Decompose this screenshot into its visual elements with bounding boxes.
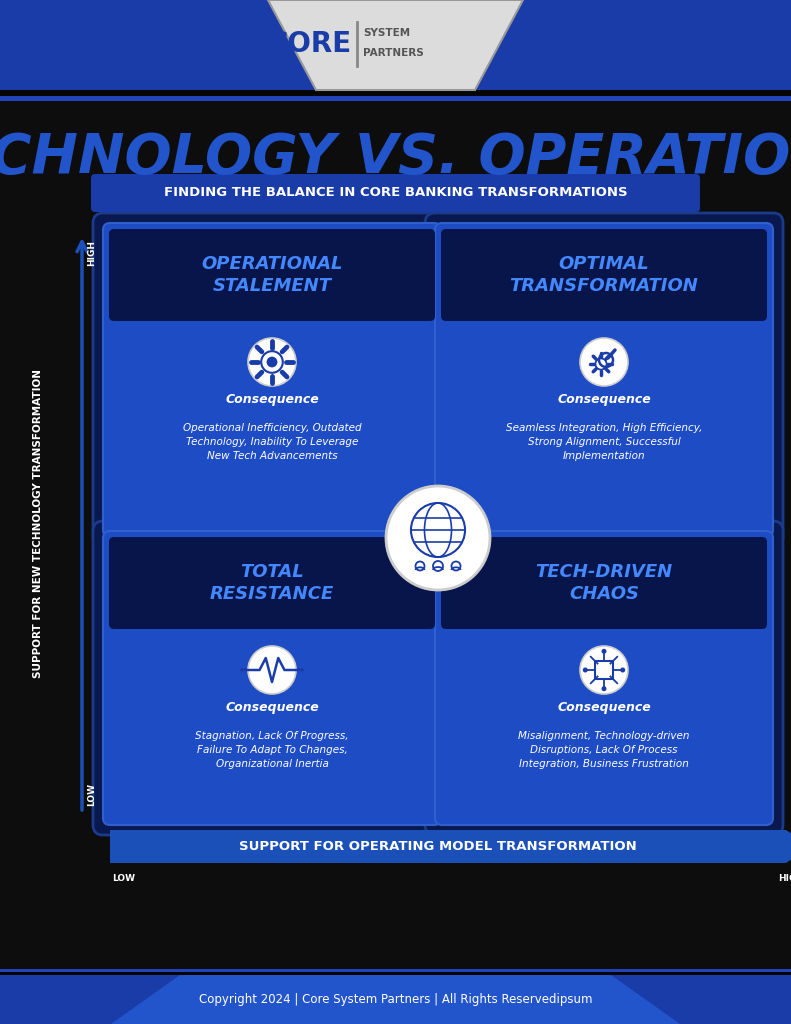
- Text: SUPPORT FOR NEW TECHNOLOGY TRANSFORMATION: SUPPORT FOR NEW TECHNOLOGY TRANSFORMATIO…: [33, 370, 43, 679]
- Circle shape: [248, 338, 296, 386]
- Text: PARTNERS: PARTNERS: [363, 48, 424, 58]
- Bar: [0, 101, 791, 971]
- Circle shape: [601, 686, 607, 691]
- FancyBboxPatch shape: [435, 223, 773, 537]
- Text: Copyright 2024 | Core System Partners | All Rights Reservedipsum: Copyright 2024 | Core System Partners | …: [199, 993, 592, 1006]
- FancyBboxPatch shape: [441, 537, 767, 629]
- Text: OPERATIONAL
STALEMENT: OPERATIONAL STALEMENT: [201, 255, 343, 295]
- Polygon shape: [111, 975, 680, 1024]
- FancyBboxPatch shape: [425, 213, 783, 547]
- Text: TECHNOLOGY VS. OPERATIONS: TECHNOLOGY VS. OPERATIONS: [0, 131, 791, 185]
- FancyBboxPatch shape: [93, 521, 451, 835]
- Text: Seamless Integration, High Efficiency,
Strong Alignment, Successful
Implementati: Seamless Integration, High Efficiency, S…: [505, 423, 702, 462]
- Bar: [0, 90, 791, 96]
- FancyBboxPatch shape: [93, 213, 451, 547]
- Text: CORE: CORE: [268, 30, 352, 58]
- Circle shape: [386, 486, 490, 590]
- FancyBboxPatch shape: [103, 531, 441, 825]
- Circle shape: [580, 338, 628, 386]
- Text: TOTAL
RESISTANCE: TOTAL RESISTANCE: [210, 563, 334, 603]
- Bar: [0, 0, 791, 90]
- Polygon shape: [268, 0, 523, 90]
- Text: Consequence: Consequence: [557, 393, 651, 407]
- Polygon shape: [786, 830, 791, 863]
- FancyBboxPatch shape: [425, 521, 783, 835]
- Bar: [0, 96, 791, 101]
- Text: OPTIMAL
TRANSFORMATION: OPTIMAL TRANSFORMATION: [509, 255, 698, 295]
- Circle shape: [620, 668, 625, 673]
- Text: HIGH: HIGH: [87, 240, 96, 266]
- Text: SUPPORT FOR OPERATING MODEL TRANSFORMATION: SUPPORT FOR OPERATING MODEL TRANSFORMATI…: [239, 840, 637, 853]
- FancyBboxPatch shape: [109, 229, 435, 321]
- FancyBboxPatch shape: [435, 531, 773, 825]
- FancyBboxPatch shape: [103, 223, 441, 537]
- Bar: [0, 975, 791, 1024]
- FancyBboxPatch shape: [441, 229, 767, 321]
- Text: Consequence: Consequence: [225, 393, 319, 407]
- Circle shape: [583, 668, 588, 673]
- FancyBboxPatch shape: [109, 537, 435, 629]
- Circle shape: [601, 649, 607, 653]
- Text: Consequence: Consequence: [557, 701, 651, 715]
- FancyBboxPatch shape: [110, 830, 786, 863]
- Text: TECH-DRIVEN
CHAOS: TECH-DRIVEN CHAOS: [536, 563, 672, 603]
- Text: LOW: LOW: [112, 874, 135, 883]
- Bar: [0, 969, 791, 972]
- Text: Operational Inefficiency, Outdated
Technology, Inability To Leverage
New Tech Ad: Operational Inefficiency, Outdated Techn…: [183, 423, 361, 462]
- Text: LOW: LOW: [87, 783, 96, 807]
- Bar: [0, 972, 791, 975]
- Text: Stagnation, Lack Of Progress,
Failure To Adapt To Changes,
Organizational Inerti: Stagnation, Lack Of Progress, Failure To…: [195, 730, 349, 769]
- Bar: [595, 660, 613, 679]
- Text: Consequence: Consequence: [225, 701, 319, 715]
- Text: SYSTEM: SYSTEM: [363, 28, 410, 38]
- Circle shape: [248, 646, 296, 694]
- Circle shape: [580, 646, 628, 694]
- FancyBboxPatch shape: [91, 174, 700, 212]
- Text: FINDING THE BALANCE IN CORE BANKING TRANSFORMATIONS: FINDING THE BALANCE IN CORE BANKING TRAN…: [164, 186, 627, 200]
- Text: HIGH: HIGH: [778, 874, 791, 883]
- Circle shape: [267, 356, 278, 368]
- Text: Misalignment, Technology-driven
Disruptions, Lack Of Process
Integration, Busine: Misalignment, Technology-driven Disrupti…: [518, 730, 690, 769]
